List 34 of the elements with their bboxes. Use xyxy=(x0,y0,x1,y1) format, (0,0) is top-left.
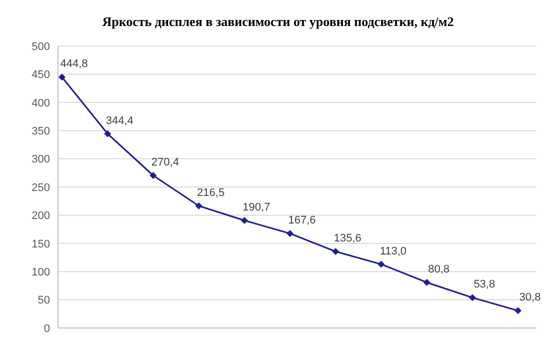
data-label: 444,8 xyxy=(60,58,88,70)
y-tick-label: 150 xyxy=(32,238,50,250)
data-label: 167,6 xyxy=(288,214,316,226)
point xyxy=(150,172,157,179)
y-tick-label: 300 xyxy=(32,154,50,166)
point xyxy=(58,74,66,81)
chart-title: Яркость дисплея в зависимости от уровня подсветки, кд/м2 xyxy=(101,13,455,31)
y-tick-label: 100 xyxy=(32,266,50,279)
point xyxy=(286,230,294,237)
data-label: 135,6 xyxy=(334,232,362,245)
y-tick-label: 200 xyxy=(32,210,50,222)
data-label: 113,0 xyxy=(380,245,407,258)
point xyxy=(514,307,522,314)
point xyxy=(104,130,112,138)
point xyxy=(195,202,202,210)
y-tick-label: 0 xyxy=(44,322,50,335)
point xyxy=(378,260,385,268)
point xyxy=(240,216,248,224)
y-tick-label: 50 xyxy=(38,294,50,307)
data-label: 344,4 xyxy=(106,114,134,127)
data-label: 190,7 xyxy=(242,201,270,214)
y-tick-label: 350 xyxy=(32,126,50,138)
data-label: 270,4 xyxy=(151,156,179,168)
point xyxy=(423,278,430,286)
data-label: 80,8 xyxy=(428,263,450,276)
data-label: 216,5 xyxy=(197,186,225,199)
point xyxy=(468,294,476,302)
y-tick-label: 500 xyxy=(32,40,50,53)
point xyxy=(332,248,340,256)
y-tick-label: 400 xyxy=(32,97,50,110)
data-label: 30,8 xyxy=(519,292,541,304)
y-tick-label: 250 xyxy=(32,182,50,194)
y-tick-label: 450 xyxy=(32,69,50,82)
data-label: 53,8 xyxy=(474,278,496,291)
